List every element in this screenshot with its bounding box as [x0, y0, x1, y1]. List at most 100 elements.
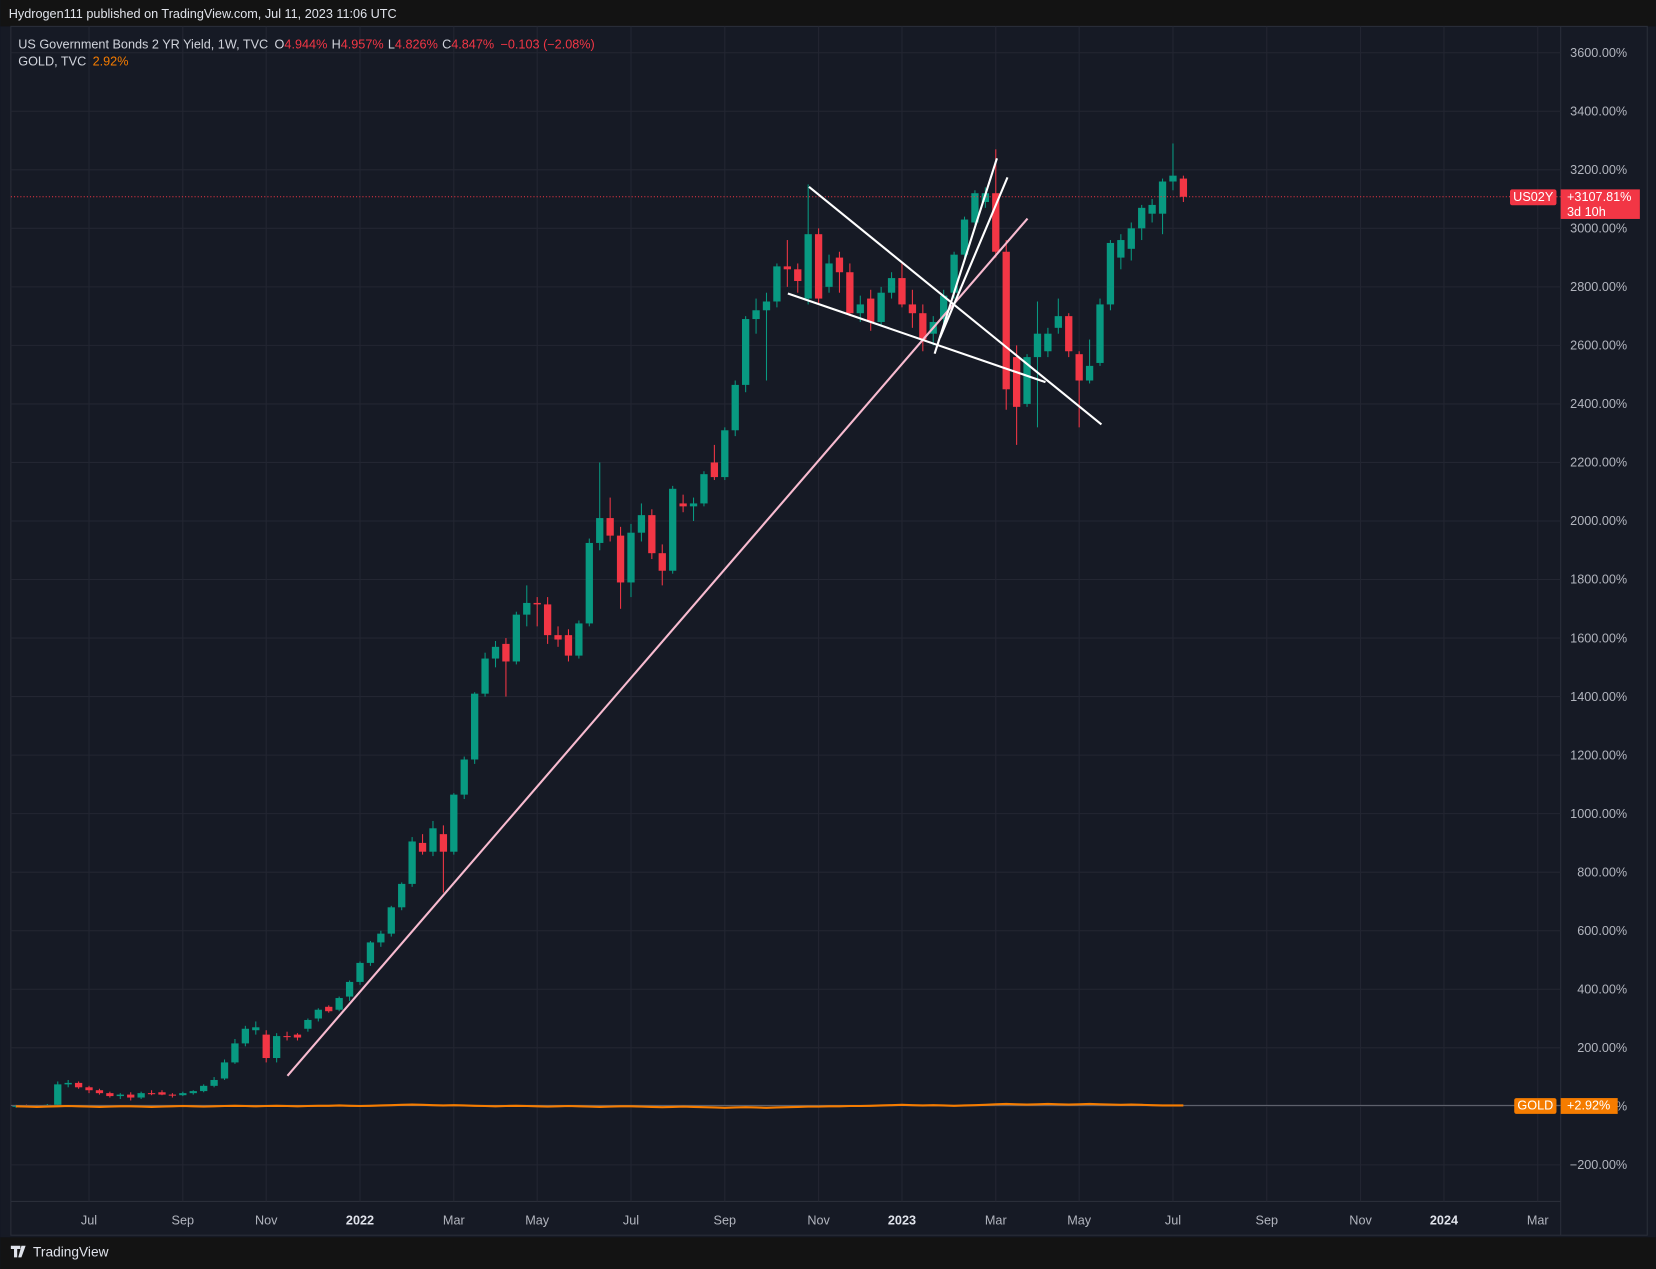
candle-body — [741, 319, 750, 385]
candle-body — [1012, 357, 1021, 407]
quote-key: L — [388, 38, 395, 52]
candle-body — [137, 1093, 145, 1098]
candle-body — [345, 981, 354, 997]
candle-body — [669, 488, 677, 571]
marks — [10, 143, 1561, 1109]
candle-body — [846, 272, 854, 314]
y-tick-label: 2800.00% — [1570, 280, 1627, 294]
candle-body — [502, 643, 510, 662]
ticker-tag — [1514, 1098, 1557, 1114]
quote-key: O — [275, 38, 285, 52]
quote-value: 4.944% — [284, 38, 327, 52]
candle-body — [648, 515, 656, 554]
legend-main: US Government Bonds 2 YR Yield, 1W, TVC O… — [18, 38, 595, 52]
candle-body — [1158, 181, 1167, 214]
candle-body — [762, 301, 771, 311]
candle-body — [408, 841, 416, 884]
candle-body — [606, 518, 614, 536]
top-bar — [0, 0, 1656, 27]
candle-body — [1023, 357, 1031, 404]
candle-body — [460, 759, 468, 795]
candle-body — [689, 503, 698, 507]
candle-body — [168, 1094, 177, 1096]
candle-body — [564, 635, 573, 656]
candle-body — [898, 278, 906, 305]
candle-body — [231, 1043, 239, 1063]
x-tick-label: Jul — [623, 1214, 639, 1228]
candle-body — [304, 1019, 312, 1029]
y-tick-label: 1400.00% — [1570, 690, 1627, 704]
ticker-label: US02Y — [1513, 190, 1554, 204]
candle-body — [1096, 304, 1104, 363]
y-tick-label: 3200.00% — [1570, 163, 1627, 177]
candle-body — [679, 503, 687, 507]
y-tick-label: 1000.00% — [1570, 807, 1627, 821]
trend-line — [933, 158, 998, 354]
quote-change: −0.103 (−2.08%) — [500, 38, 594, 52]
candle-body — [283, 1036, 291, 1038]
x-tick-label: Sep — [172, 1214, 195, 1228]
candle-body — [637, 515, 646, 533]
candle-body — [804, 234, 812, 299]
candle-body — [252, 1027, 260, 1031]
candle-body — [158, 1092, 166, 1095]
candle-body — [127, 1094, 135, 1098]
candle-body — [908, 304, 917, 314]
y-tick-label: 3400.00% — [1570, 104, 1627, 118]
x-tick-label: 2024 — [1430, 1214, 1458, 1228]
quote-value: 4.847% — [451, 38, 494, 52]
candle-body — [1065, 316, 1073, 352]
candle-body — [950, 254, 958, 293]
candle-body — [825, 263, 833, 287]
candle-body — [314, 1009, 322, 1019]
drawings — [286, 158, 1103, 1077]
y-tick-label: 2400.00% — [1570, 397, 1627, 411]
candle-body — [721, 430, 729, 478]
candle-body — [867, 298, 875, 322]
candle-body — [523, 602, 531, 615]
candle-body — [293, 1034, 302, 1038]
candle-body — [992, 193, 1000, 252]
candle-body — [731, 384, 739, 431]
candle-body — [220, 1062, 229, 1079]
x-tick-label: May — [525, 1214, 550, 1228]
candle-body — [116, 1094, 124, 1097]
candle-body — [960, 219, 969, 255]
footer-bar — [0, 1237, 1656, 1269]
candle-body — [481, 658, 489, 694]
candle-body — [95, 1090, 104, 1094]
candle-body — [241, 1028, 250, 1044]
x-tick-label: Mar — [1527, 1214, 1549, 1228]
candle-body — [325, 1006, 333, 1012]
chart-border — [10, 25, 1648, 1236]
y-tick-label: 2000.00% — [1570, 514, 1627, 528]
candle-body — [575, 623, 583, 656]
candle-body — [1148, 204, 1156, 214]
candle-body — [189, 1091, 197, 1094]
candle-body — [64, 1082, 72, 1085]
gold-line — [15, 1102, 1184, 1109]
x-tick-label: Sep — [1256, 1214, 1279, 1228]
x-tick-label: Jul — [81, 1214, 97, 1228]
candle-body — [783, 266, 791, 270]
candle-body — [356, 962, 364, 982]
candle-body — [835, 257, 844, 273]
candle-body — [335, 998, 343, 1010]
candle-body — [262, 1034, 270, 1059]
x-tick-label: May — [1067, 1214, 1092, 1228]
candle-body — [1044, 333, 1052, 352]
quote-value: 4.826% — [395, 38, 438, 52]
y-tick-label: 1200.00% — [1570, 748, 1627, 762]
x-tick-label: 2023 — [888, 1214, 916, 1228]
candle-body — [387, 907, 395, 934]
candle-body — [773, 266, 781, 302]
candle-body — [658, 553, 666, 571]
candle-body — [543, 604, 552, 636]
candle-body — [377, 933, 385, 943]
candle-body — [200, 1085, 208, 1092]
countdown: 3d 10h — [1567, 205, 1606, 219]
quote-key: C — [442, 38, 451, 52]
legend-gold: GOLD, TVC 2.92% — [18, 54, 128, 68]
chart-area — [0, 26, 1656, 1238]
